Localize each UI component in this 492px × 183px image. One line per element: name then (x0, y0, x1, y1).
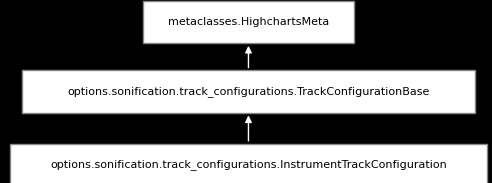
FancyBboxPatch shape (143, 1, 354, 43)
Text: options.sonification.track_configurations.InstrumentTrackConfiguration: options.sonification.track_configuration… (50, 159, 447, 170)
Text: metaclasses.HighchartsMeta: metaclasses.HighchartsMeta (168, 17, 329, 27)
FancyBboxPatch shape (10, 144, 487, 183)
FancyBboxPatch shape (22, 70, 475, 113)
Text: options.sonification.track_configurations.TrackConfigurationBase: options.sonification.track_configuration… (67, 86, 430, 97)
